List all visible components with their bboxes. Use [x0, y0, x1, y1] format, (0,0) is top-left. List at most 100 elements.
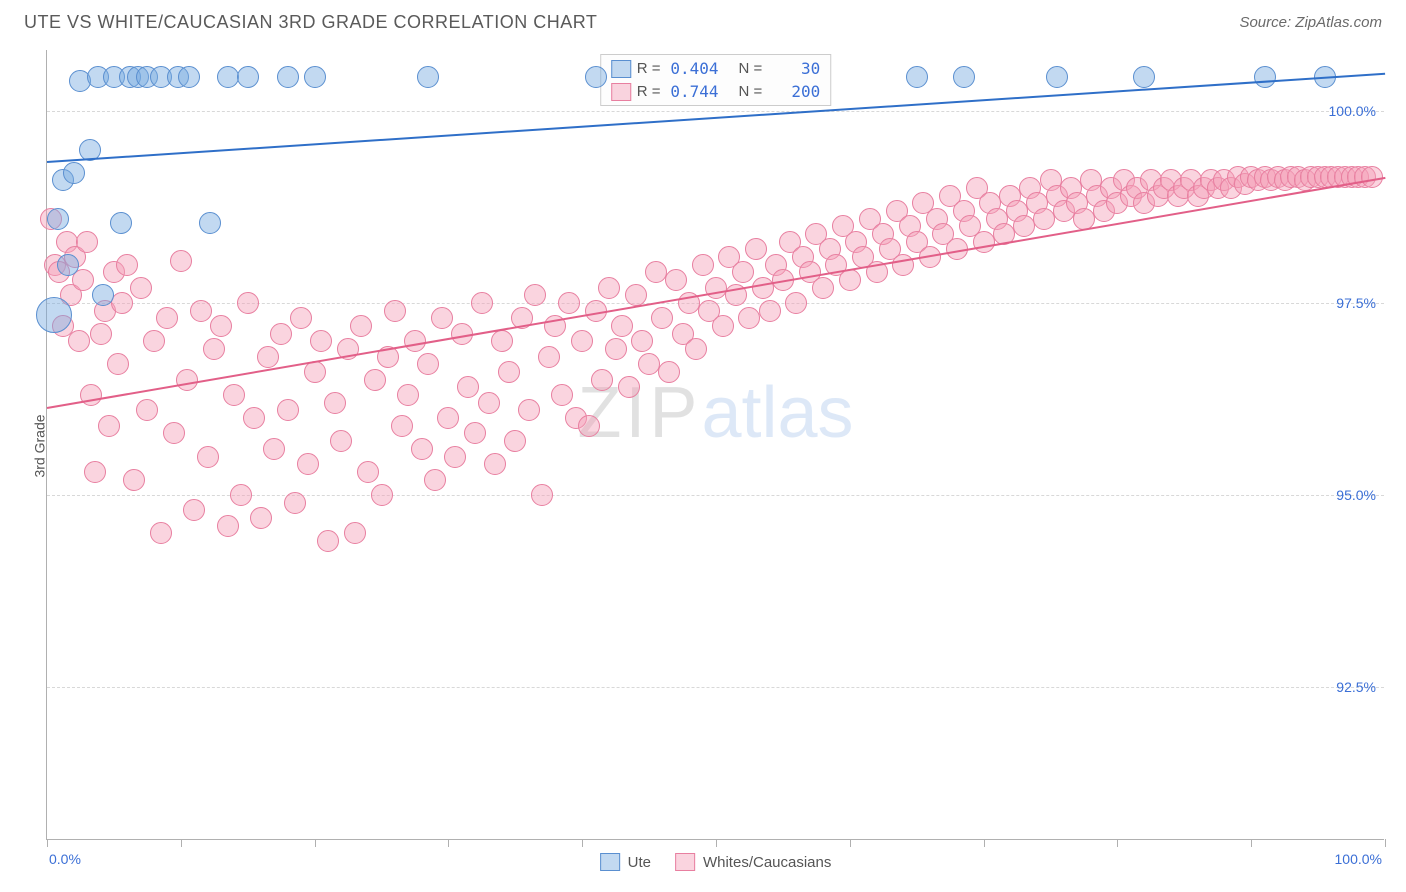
white-point [190, 300, 212, 322]
white-point [558, 292, 580, 314]
ytick-label: 92.5% [1336, 679, 1376, 695]
white-point [538, 346, 560, 368]
white-point [156, 307, 178, 329]
white-point [277, 399, 299, 421]
white-point [1361, 166, 1383, 188]
white-point [270, 323, 292, 345]
chart-source: Source: ZipAtlas.com [1239, 14, 1382, 31]
ytick-label: 95.0% [1336, 487, 1376, 503]
n-label: N = [739, 83, 763, 100]
white-point [611, 315, 633, 337]
white-point [732, 261, 754, 283]
white-point [437, 407, 459, 429]
white-point [444, 446, 466, 468]
white-point [491, 330, 513, 352]
white-point [123, 469, 145, 491]
white-point [237, 292, 259, 314]
white-point [424, 469, 446, 491]
ute-point [906, 66, 928, 88]
ytick-label: 97.5% [1336, 295, 1376, 311]
ute-point [1046, 66, 1068, 88]
xtick [181, 839, 182, 847]
white-point [98, 415, 120, 437]
white-point [692, 254, 714, 276]
white-point [397, 384, 419, 406]
white-point [150, 522, 172, 544]
ute-point [110, 212, 132, 234]
legend-stats-row-ute: R = 0.404 N = 30 [601, 57, 831, 80]
legend-stats-box: R = 0.404 N = 30 R = 0.744 N = 200 [600, 54, 832, 106]
ute-point [92, 284, 114, 306]
white-point [183, 499, 205, 521]
white-point [471, 292, 493, 314]
xtick [1385, 839, 1386, 847]
gridline [47, 111, 1384, 112]
xtick-label-max: 100.0% [1335, 851, 1382, 867]
white-point [371, 484, 393, 506]
white-point [170, 250, 192, 272]
white-point [712, 315, 734, 337]
white-point [130, 277, 152, 299]
white-point [665, 269, 687, 291]
white-point [197, 446, 219, 468]
watermark-atlas: atlas [701, 373, 853, 453]
chart-plot-area: ZIPatlas R = 0.404 N = 30 R = 0.744 N = … [46, 50, 1384, 840]
ute-point [1133, 66, 1155, 88]
white-point [625, 284, 647, 306]
white-point [745, 238, 767, 260]
white-point [651, 307, 673, 329]
white-point [111, 292, 133, 314]
white-point [973, 231, 995, 253]
ute-r-value: 0.404 [667, 59, 719, 78]
ute-point [1254, 66, 1276, 88]
white-point [518, 399, 540, 421]
white-point [217, 515, 239, 537]
ute-point [277, 66, 299, 88]
white-point [705, 277, 727, 299]
white-point [350, 315, 372, 337]
white-point [357, 461, 379, 483]
white-point [411, 438, 433, 460]
white-n-value: 200 [768, 82, 820, 101]
white-point [344, 522, 366, 544]
ute-n-value: 30 [768, 59, 820, 78]
n-label: N = [739, 60, 763, 77]
white-point [591, 369, 613, 391]
white-point [524, 284, 546, 306]
legend-item-white: Whites/Caucasians [675, 853, 831, 871]
swatch-white-icon [611, 83, 631, 101]
ute-point [417, 66, 439, 88]
legend-white-label: Whites/Caucasians [703, 854, 831, 871]
white-point [618, 376, 640, 398]
white-point [136, 399, 158, 421]
white-point [223, 384, 245, 406]
white-point [504, 430, 526, 452]
white-point [578, 415, 600, 437]
ute-point [217, 66, 239, 88]
white-point [84, 461, 106, 483]
white-point [257, 346, 279, 368]
white-point [290, 307, 312, 329]
white-point [759, 300, 781, 322]
white-point [364, 369, 386, 391]
white-r-value: 0.744 [667, 82, 719, 101]
white-point [1033, 208, 1055, 230]
white-point [297, 453, 319, 475]
white-point [330, 430, 352, 452]
white-point [484, 453, 506, 475]
white-point [80, 384, 102, 406]
white-point [464, 422, 486, 444]
white-point [317, 530, 339, 552]
white-point [324, 392, 346, 414]
swatch-ute-icon [600, 853, 620, 871]
white-point [738, 307, 760, 329]
white-point [263, 438, 285, 460]
xtick [1251, 839, 1252, 847]
ytick-label: 100.0% [1329, 103, 1376, 119]
white-point [685, 338, 707, 360]
white-point [210, 315, 232, 337]
xtick [448, 839, 449, 847]
white-point [531, 484, 553, 506]
white-point [243, 407, 265, 429]
white-point [176, 369, 198, 391]
